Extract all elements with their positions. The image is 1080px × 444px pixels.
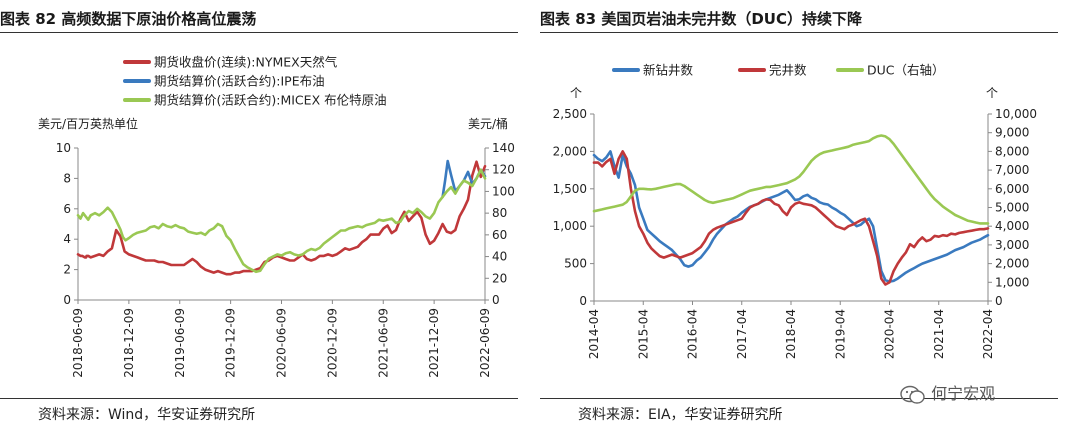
x-tick-label: 2019-04	[833, 309, 847, 359]
y-tick-label-right: 8,000	[995, 144, 1029, 158]
chart-title: 图表 83 美国页岩油未完井数（DUC）持续下降	[540, 10, 862, 28]
x-tick-label: 2018-06-09	[71, 308, 85, 378]
y-tick-label-left: 8	[63, 171, 71, 185]
y-tick-label-right: 0	[492, 293, 500, 307]
y-tick-label-left: 4	[63, 232, 71, 246]
y-axis-label-left: 美元/百万英热单位	[38, 116, 138, 131]
y-axis-label-left: 个	[570, 86, 582, 100]
x-tick-label: 2020-06-09	[275, 308, 289, 378]
y-tick-label-right: 40	[492, 250, 507, 264]
x-tick-label: 2019-06-09	[173, 308, 187, 378]
y-tick-label-left: 0	[579, 294, 587, 308]
y-tick-label-right: 4,000	[995, 219, 1029, 233]
series-line-1	[592, 150, 990, 283]
y-tick-label-left: 1,500	[553, 182, 587, 196]
watermark-text: 何宁宏观	[931, 384, 996, 403]
legend-label: DUC（右轴）	[867, 63, 945, 78]
x-tick-label: 2021-12-09	[427, 308, 441, 378]
series-line-3	[592, 134, 990, 225]
chart-svg-right: 0 500 1,000 1,500 2,000 2,500 0 1,000 2,000 3,000…	[553, 63, 1037, 360]
y-tick-label-left: 2,500	[553, 107, 587, 121]
x-tick-label: 2020-12-09	[325, 308, 339, 378]
legend-label: 期货收盘价(连续):NYMEX天然气	[154, 55, 338, 70]
y-tick-label-right: 6,000	[995, 182, 1029, 196]
series-line-3	[76, 168, 487, 274]
y-tick-label-right: 9,000	[995, 126, 1029, 140]
y-tick-label-right: 1,000	[995, 275, 1029, 289]
title-rule	[540, 32, 1058, 33]
y-tick-label-right: 2,000	[995, 257, 1029, 271]
legend-label: 期货结算价(活跃合约):IPE布油	[154, 74, 325, 89]
y-tick-label-left: 6	[63, 202, 71, 216]
y-axis-label-right: 美元/桶	[468, 116, 508, 131]
title-rule	[0, 32, 518, 33]
legend-label: 新钻井数	[643, 63, 694, 78]
y-tick-label-right: 20	[492, 271, 507, 285]
x-tick-label: 2022-06-09	[478, 308, 492, 378]
x-tick-label: 2021-04	[932, 309, 946, 359]
y-tick-label-left: 2	[63, 263, 71, 277]
y-tick-label-left: 500	[564, 257, 587, 271]
y-tick-label-right: 120	[492, 163, 515, 177]
wechat-icon	[900, 385, 925, 404]
y-tick-label-right: 5,000	[995, 201, 1029, 215]
y-tick-label-right: 140	[492, 141, 515, 155]
watermark: 何宁宏观	[900, 380, 995, 406]
chart-panel-right: 图表 83 美国页岩油未完井数（DUC）持续下降 0 500 1,000 1,500 2…	[540, 0, 1080, 444]
legend-label: 期货结算价(活跃合约):MICEX 布伦特原油	[154, 93, 387, 108]
y-tick-label-right: 3,000	[995, 238, 1029, 252]
x-tick-label: 2018-04	[784, 309, 798, 359]
series-line-1	[76, 160, 487, 276]
chart-panel-left: 图表 82 高频数据下原油价格高位震荡 0 2 4 6 8 10 0 20 40 60 80 100 1…	[0, 10, 518, 423]
footer-rule	[540, 398, 1058, 399]
source-note: 资料来源：EIA，华安证券研究所	[578, 407, 783, 423]
x-tick-label: 2016-04	[686, 309, 700, 359]
chart-title: 图表 82 高频数据下原油价格高位震荡	[0, 10, 257, 28]
legend-label: 完井数	[769, 63, 807, 78]
y-tick-label-left: 10	[56, 141, 71, 155]
y-tick-label-right: 7,000	[995, 163, 1029, 177]
y-tick-label-right: 100	[492, 184, 515, 198]
source-note: 资料来源：Wind，华安证券研究所	[38, 407, 256, 423]
x-tick-label: 2017-04	[735, 309, 749, 359]
x-tick-label: 2014-04	[587, 309, 601, 359]
x-tick-label: 2015-04	[636, 309, 650, 359]
x-tick-label: 2019-12-09	[224, 308, 238, 378]
y-tick-label-left: 0	[63, 293, 71, 307]
series-line-2	[592, 150, 990, 286]
y-tick-label-right: 0	[995, 294, 1003, 308]
footer-rule	[0, 398, 518, 399]
y-tick-label-right: 80	[492, 206, 507, 220]
x-tick-label: 2021-06-09	[376, 308, 390, 378]
x-tick-label: 2022-04	[981, 309, 995, 359]
y-tick-label-left: 2,000	[553, 144, 587, 158]
y-tick-label-left: 1,000	[553, 219, 587, 233]
x-tick-label: 2018-12-09	[122, 308, 136, 378]
y-tick-label-right: 10,000	[995, 107, 1037, 121]
y-tick-label-right: 60	[492, 228, 507, 242]
x-tick-label: 2020-04	[883, 309, 897, 359]
y-axis-label-right: 个	[986, 86, 998, 100]
